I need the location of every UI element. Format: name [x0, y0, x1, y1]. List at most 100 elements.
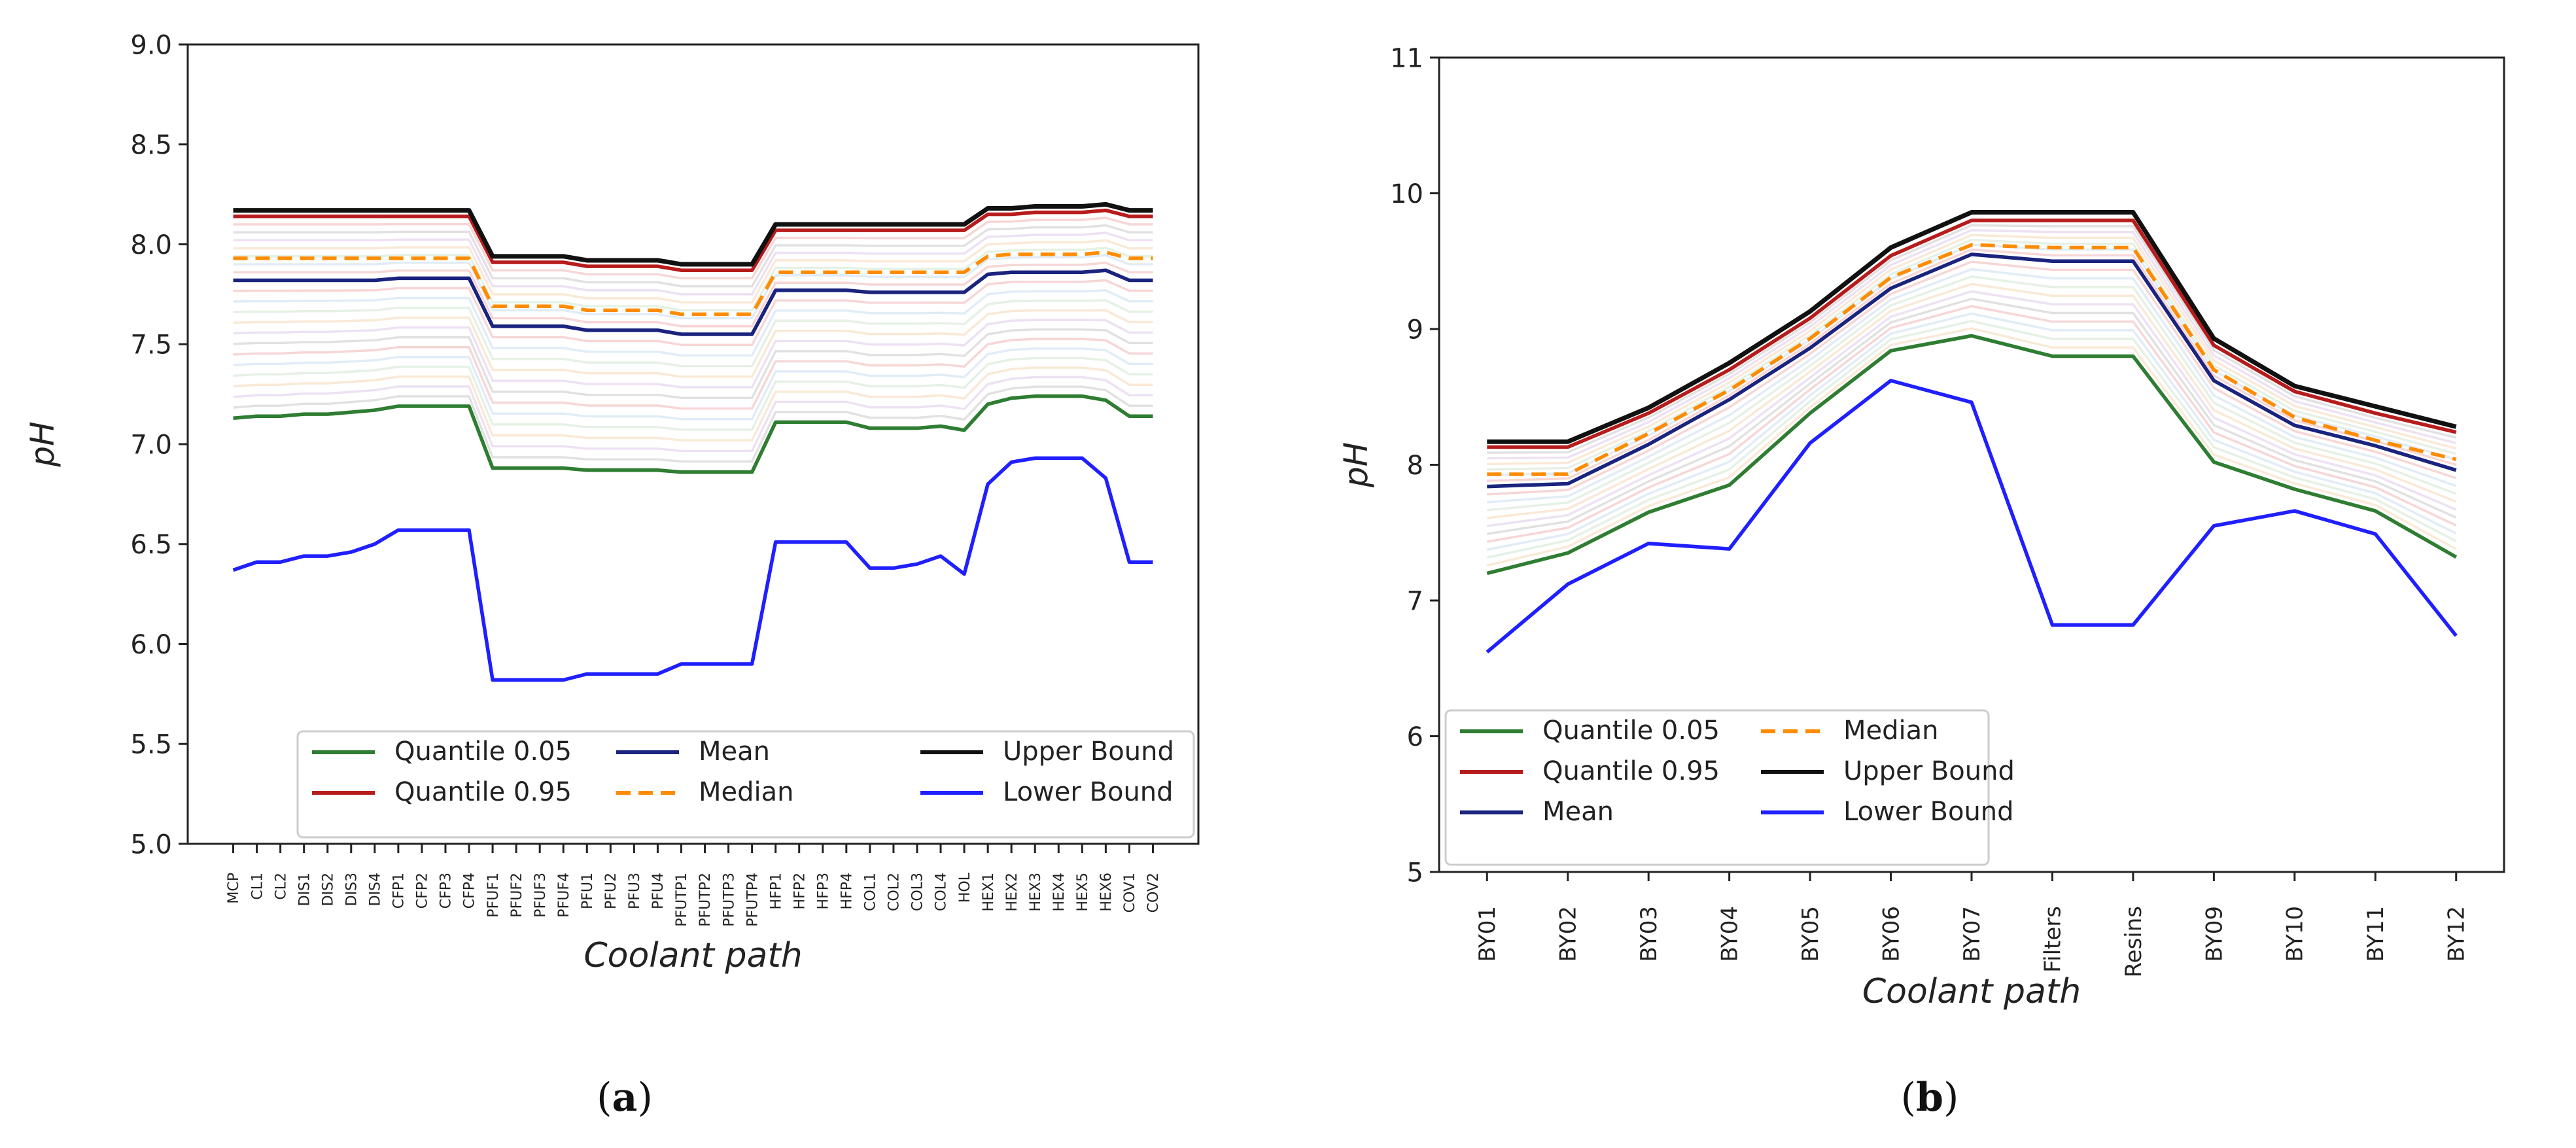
y-tick-label: 8.5	[130, 130, 172, 160]
legend-label: Median	[699, 777, 794, 807]
y-tick-label: 8	[1407, 451, 1423, 481]
series-line-quantile-0-05	[1486, 334, 2458, 576]
x-tick-label: HEX4	[1051, 873, 1068, 912]
envelope-line	[233, 375, 1153, 453]
panel-b: 5 6 7 8 9 10 11 BY01 BY02 BY03 BY04 BY05 BY06 BY07 Fi…	[1337, 43, 2505, 1121]
legend-label: Quantile 0.05	[394, 737, 572, 767]
panel-a-envelope-lines	[233, 217, 1153, 463]
envelope-line	[233, 309, 1153, 378]
legend-label: Mean	[699, 737, 770, 767]
x-tick-label: COV1	[1122, 873, 1138, 913]
envelope-line	[1486, 319, 2457, 559]
series-line-median	[1487, 243, 2457, 476]
panel-a-y-ticks: 5.0 5.5 6.0 6.5 7.0 7.5 8.0 8.5 9.0	[130, 30, 188, 860]
x-tick-label: MCP	[226, 873, 242, 904]
x-tick-label: PFU2	[603, 873, 619, 909]
x-tick-label: BY11	[2363, 906, 2389, 962]
x-tick-label: Filters	[2040, 906, 2066, 973]
x-tick-label: HEX1	[981, 873, 997, 912]
panel-b-series	[1486, 210, 2458, 653]
envelope-line	[1486, 312, 2457, 551]
x-tick-label: COL2	[886, 873, 903, 911]
x-tick-label: PFUTP3	[721, 873, 737, 927]
x-tick-label: BY07	[1959, 906, 1985, 962]
envelope-line	[233, 224, 1153, 288]
legend-label: Lower Bound	[1003, 777, 1174, 807]
x-tick-label: PFU3	[627, 873, 643, 909]
legend-label: Upper Bound	[1843, 756, 2015, 786]
x-tick-label: HFP4	[839, 873, 856, 909]
x-tick-label: PFU4	[650, 873, 667, 909]
panel-a-series	[232, 201, 1153, 682]
x-tick-label: DIS2	[320, 873, 336, 906]
panel-b-caption: (b)	[1901, 1075, 1959, 1121]
y-tick-label: 7.0	[130, 430, 172, 460]
envelope-line	[233, 385, 1153, 463]
x-tick-label: CFP3	[438, 873, 455, 909]
x-tick-label: HFP2	[792, 873, 808, 909]
panel-a-caption: (a)	[597, 1075, 653, 1121]
envelope-line	[233, 239, 1153, 304]
legend-label: Upper Bound	[1003, 737, 1174, 767]
x-tick-label: DIS1	[296, 873, 313, 906]
x-tick-label: CFP4	[462, 873, 478, 909]
panel-b-y-axis-label: pH	[1337, 442, 1375, 488]
legend-box	[1444, 709, 1990, 866]
x-tick-label: HEX5	[1075, 873, 1091, 912]
x-tick-label: BY04	[1717, 906, 1743, 962]
panel-b-y-ticks: 5 6 7 8 9 10 11	[1390, 43, 1439, 888]
x-tick-label: COL4	[933, 873, 950, 911]
x-tick-label: DIS4	[368, 873, 384, 906]
x-tick-label: CL2	[273, 873, 289, 900]
x-tick-label: BY10	[2282, 906, 2308, 962]
envelope-line	[1487, 229, 2457, 460]
envelope-line	[1486, 305, 2457, 543]
series-line-upper-bound	[233, 201, 1153, 267]
x-tick-label: HEX3	[1028, 873, 1044, 912]
panel-b-x-ticks: BY01 BY02 BY03 BY04 BY05 BY06 BY07 Filters Resin…	[1474, 872, 2470, 977]
legend-label: Lower Bound	[1843, 797, 2014, 827]
x-tick-label: BY06	[1878, 906, 1904, 962]
y-tick-label: 5	[1407, 858, 1423, 888]
y-tick-label: 11	[1390, 43, 1423, 73]
x-tick-label: HFP3	[815, 873, 831, 909]
x-tick-label: PFUF4	[556, 873, 572, 918]
x-tick-label: PFUF2	[509, 873, 525, 918]
envelope-line	[233, 288, 1153, 357]
panel-a-x-ticks: MCP CL1 CL2 DIS1 DIS2 DIS3 DIS4 CFP1 CFP2 CFP3 CFP…	[226, 844, 1162, 927]
envelope-line	[233, 338, 1153, 410]
legend-label: Median	[1843, 716, 1939, 746]
series-line-mean	[1487, 252, 2457, 489]
envelope-line	[1487, 248, 2457, 482]
series-line-quantile-0-05	[233, 394, 1153, 474]
series-line-lower-bound	[1486, 379, 2458, 653]
panel-a-x-axis-label: Coolant path	[583, 936, 802, 975]
legend-label: Mean	[1542, 797, 1614, 827]
x-tick-label: PFUF3	[532, 873, 549, 918]
y-tick-label: 6.5	[130, 530, 172, 560]
x-tick-label: CL1	[249, 873, 266, 900]
envelope-line	[233, 328, 1153, 400]
x-tick-label: BY01	[1474, 906, 1501, 962]
envelope-line	[1487, 224, 2457, 454]
envelope-line	[1486, 297, 2457, 535]
panel-a: 5.0 5.5 6.0 6.5 7.0 7.5 8.0 8.5 9.0 MCP CL1 CL2 DIS…	[24, 30, 1200, 1121]
x-tick-label: HFP1	[768, 873, 784, 909]
y-tick-label: 7	[1407, 586, 1423, 616]
envelope-line	[1487, 275, 2457, 512]
panel-b-legend: Quantile 0.05 Median Quantile 0.95 Upper Bo…	[1444, 709, 2015, 866]
x-tick-label: PFUTP4	[744, 873, 761, 927]
x-tick-label: HEX6	[1098, 873, 1115, 912]
x-tick-label: CFP1	[391, 873, 408, 909]
envelope-line	[233, 261, 1153, 328]
y-tick-label: 6	[1407, 722, 1423, 752]
y-tick-label: 6.0	[130, 630, 172, 660]
legend-label: Quantile 0.95	[394, 777, 572, 807]
envelope-line	[1487, 290, 2457, 527]
y-tick-label: 5.5	[130, 730, 172, 760]
panel-b-envelope-lines	[1486, 224, 2457, 567]
series-line-quantile-0-95	[1487, 218, 2457, 449]
series-line-upper-bound	[1487, 210, 2457, 444]
x-tick-label: BY12	[2444, 906, 2470, 962]
envelope-line	[1487, 260, 2457, 496]
